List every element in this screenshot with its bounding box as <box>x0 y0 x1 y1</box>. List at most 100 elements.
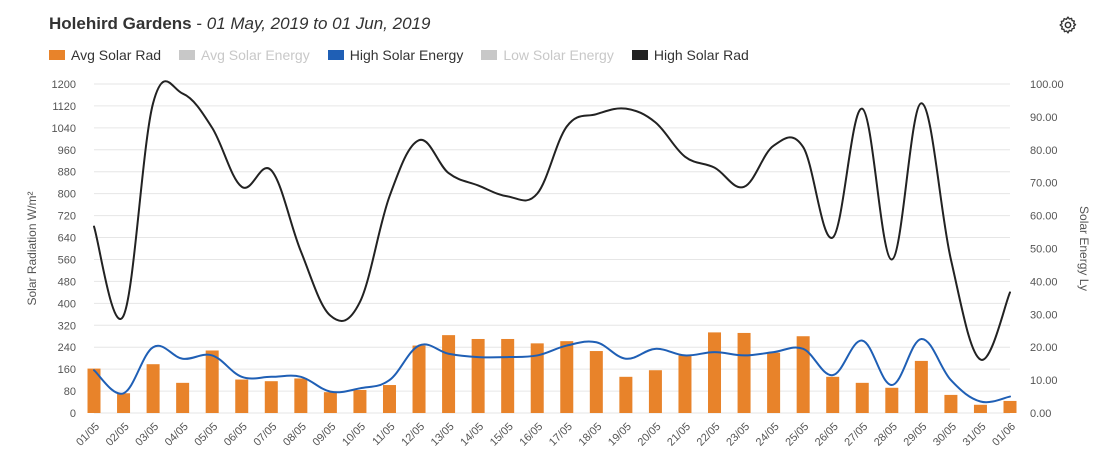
y-tick-label: 160 <box>58 364 76 376</box>
x-tick-label: 25/05 <box>783 421 811 449</box>
bar-avg-solar-rad <box>176 382 190 413</box>
legend-item-high-solar-energy[interactable]: High Solar Energy <box>327 47 464 63</box>
y2-tick-label: 50.00 <box>1030 244 1058 256</box>
y-tick-label: 400 <box>58 298 76 310</box>
y2-tick-label: 100.00 <box>1030 79 1064 91</box>
x-tick-label: 05/05 <box>192 421 220 449</box>
x-tick-label: 03/05 <box>133 421 161 449</box>
station-name: Holehird Gardens <box>49 14 192 33</box>
legend-swatch <box>49 50 65 60</box>
y-tick-label: 0 <box>70 408 76 420</box>
bar-avg-solar-rad <box>619 376 633 413</box>
x-tick-label: 09/05 <box>311 421 339 449</box>
x-tick-label: 02/05 <box>104 421 132 449</box>
bar-avg-solar-rad <box>530 343 544 413</box>
legend-label: Low Solar Energy <box>503 47 614 63</box>
y-tick-label: 1200 <box>52 79 76 91</box>
legend-swatch <box>481 50 498 60</box>
bar-avg-solar-rad <box>87 368 101 413</box>
x-tick-label: 01/06 <box>990 421 1018 449</box>
bar-avg-solar-rad <box>914 360 928 413</box>
x-tick-label: 28/05 <box>872 421 900 449</box>
bar-avg-solar-rad <box>264 381 278 413</box>
bar-avg-solar-rad <box>944 394 958 413</box>
legend-label: High Solar Rad <box>653 47 749 63</box>
y-tick-label: 1040 <box>52 123 76 135</box>
y2-tick-label: 90.00 <box>1030 112 1058 124</box>
bar-avg-solar-rad <box>382 385 396 413</box>
legend-label: Avg Solar Rad <box>71 47 162 63</box>
bar-avg-solar-rad <box>826 376 840 413</box>
y-tick-label: 240 <box>58 342 76 354</box>
bar-avg-solar-rad <box>767 352 781 413</box>
bar-avg-solar-rad <box>973 404 987 413</box>
y-axis-title: Solar Radiation W/m² <box>25 191 39 305</box>
y2-tick-label: 30.00 <box>1030 309 1058 321</box>
y2-tick-label: 0.00 <box>1030 408 1051 420</box>
x-tick-label: 24/05 <box>754 421 782 449</box>
bar-avg-solar-rad <box>205 350 219 413</box>
legend-item-high-solar-rad[interactable]: High Solar Rad <box>631 47 749 63</box>
gear-icon[interactable] <box>1058 15 1078 35</box>
y-tick-label: 80 <box>64 386 76 398</box>
x-tick-label: 18/05 <box>576 421 604 449</box>
x-tick-label: 13/05 <box>429 421 457 449</box>
bar-avg-solar-rad <box>855 382 869 413</box>
y2-tick-label: 40.00 <box>1030 276 1058 288</box>
bar-avg-solar-rad <box>648 370 662 413</box>
x-tick-label: 30/05 <box>931 421 959 449</box>
bar-avg-solar-rad <box>471 338 485 413</box>
bar-avg-solar-rad <box>235 379 249 413</box>
y2-tick-label: 80.00 <box>1030 145 1058 157</box>
bar-avg-solar-rad <box>737 332 751 413</box>
x-tick-label: 06/05 <box>222 421 250 449</box>
y-tick-label: 880 <box>58 167 76 179</box>
x-tick-label: 14/05 <box>458 421 486 449</box>
legend-label: High Solar Energy <box>349 47 464 63</box>
x-tick-label: 23/05 <box>724 421 752 449</box>
bar-avg-solar-rad <box>708 332 722 413</box>
bar-avg-solar-rad <box>442 335 456 413</box>
line-high-solar-rad <box>93 80 1011 361</box>
legend-swatch <box>179 50 196 60</box>
x-tick-label: 29/05 <box>902 421 930 449</box>
y-tick-label: 800 <box>58 189 76 201</box>
legend-item-low-solar-energy[interactable]: Low Solar Energy <box>481 47 614 63</box>
line-high-solar-energy <box>93 337 1011 404</box>
bar-avg-solar-rad <box>1003 400 1017 413</box>
x-tick-label: 01/05 <box>74 421 102 449</box>
bar-avg-solar-rad <box>501 338 515 413</box>
bar-avg-solar-rad <box>294 378 308 413</box>
x-tick-label: 08/05 <box>281 421 309 449</box>
x-tick-label: 26/05 <box>813 421 841 449</box>
y2-axis-title: Solar Energy Ly <box>1077 206 1091 291</box>
chart-title: Holehird Gardens - 01 May, 2019 to 01 Ju… <box>49 14 430 34</box>
legend-item-avg-solar-rad[interactable]: Avg Solar Rad <box>49 47 161 63</box>
x-tick-label: 20/05 <box>636 421 664 449</box>
x-tick-label: 16/05 <box>517 421 545 449</box>
x-tick-label: 07/05 <box>251 421 279 449</box>
y-tick-label: 720 <box>58 211 76 223</box>
bar-avg-solar-rad <box>353 389 367 413</box>
y2-tick-label: 70.00 <box>1030 178 1058 190</box>
y2-tick-label: 20.00 <box>1030 342 1058 354</box>
x-tick-label: 31/05 <box>961 421 989 449</box>
y2-tick-label: 10.00 <box>1030 375 1058 387</box>
y-tick-label: 960 <box>58 145 76 157</box>
x-tick-label: 15/05 <box>488 421 516 449</box>
y-tick-label: 480 <box>58 276 76 288</box>
x-tick-label: 11/05 <box>370 421 397 448</box>
x-tick-label: 10/05 <box>340 421 368 449</box>
legend-swatch <box>327 50 344 60</box>
x-tick-label: 17/05 <box>547 421 575 449</box>
chart-legend: Avg Solar Rad Avg Solar Energy High Sola… <box>49 47 749 63</box>
y2-tick-label: 60.00 <box>1030 211 1058 223</box>
y-tick-label: 640 <box>58 233 76 245</box>
bar-avg-solar-rad <box>146 364 160 413</box>
bar-avg-solar-rad <box>678 355 692 413</box>
y-tick-label: 560 <box>58 254 76 266</box>
bar-avg-solar-rad <box>589 351 603 413</box>
date-range: 01 May, 2019 to 01 Jun, 2019 <box>206 14 431 33</box>
legend-item-avg-solar-energy[interactable]: Avg Solar Energy <box>179 47 310 63</box>
